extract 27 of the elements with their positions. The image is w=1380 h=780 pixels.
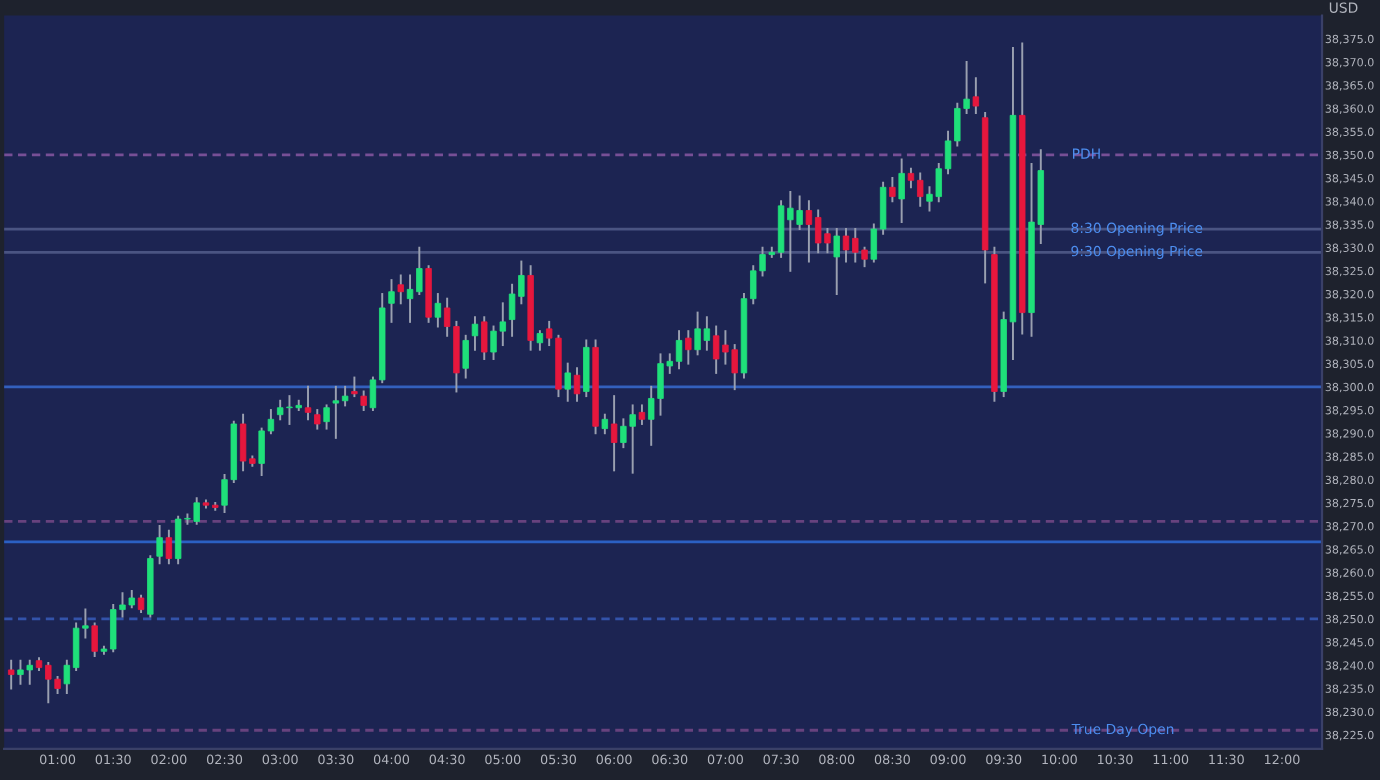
candlestick — [610, 395, 618, 472]
candlestick — [91, 622, 98, 657]
candlestick — [889, 177, 896, 203]
candlestick — [583, 339, 590, 398]
candlestick — [972, 77, 980, 115]
candlestick — [462, 334, 469, 379]
candlestick — [536, 330, 544, 351]
candlestick — [685, 330, 692, 365]
candlestick — [471, 316, 479, 351]
candlestick — [601, 413, 609, 435]
candlestick — [360, 390, 367, 412]
candlestick — [397, 274, 404, 305]
candlestick — [156, 525, 163, 565]
candlestick — [898, 158, 905, 224]
candlestick — [564, 362, 571, 402]
candlestick — [165, 529, 173, 565]
candlestick — [573, 367, 581, 402]
candlestick — [434, 293, 442, 328]
candlestick — [323, 404, 330, 430]
candlestick — [638, 404, 646, 425]
candlestick — [304, 385, 312, 421]
candlestick — [388, 279, 395, 323]
candlestick — [833, 228, 840, 295]
candlestick — [351, 376, 358, 398]
candlestick — [7, 659, 15, 690]
candlestick — [314, 409, 321, 430]
candlestick — [481, 316, 488, 360]
